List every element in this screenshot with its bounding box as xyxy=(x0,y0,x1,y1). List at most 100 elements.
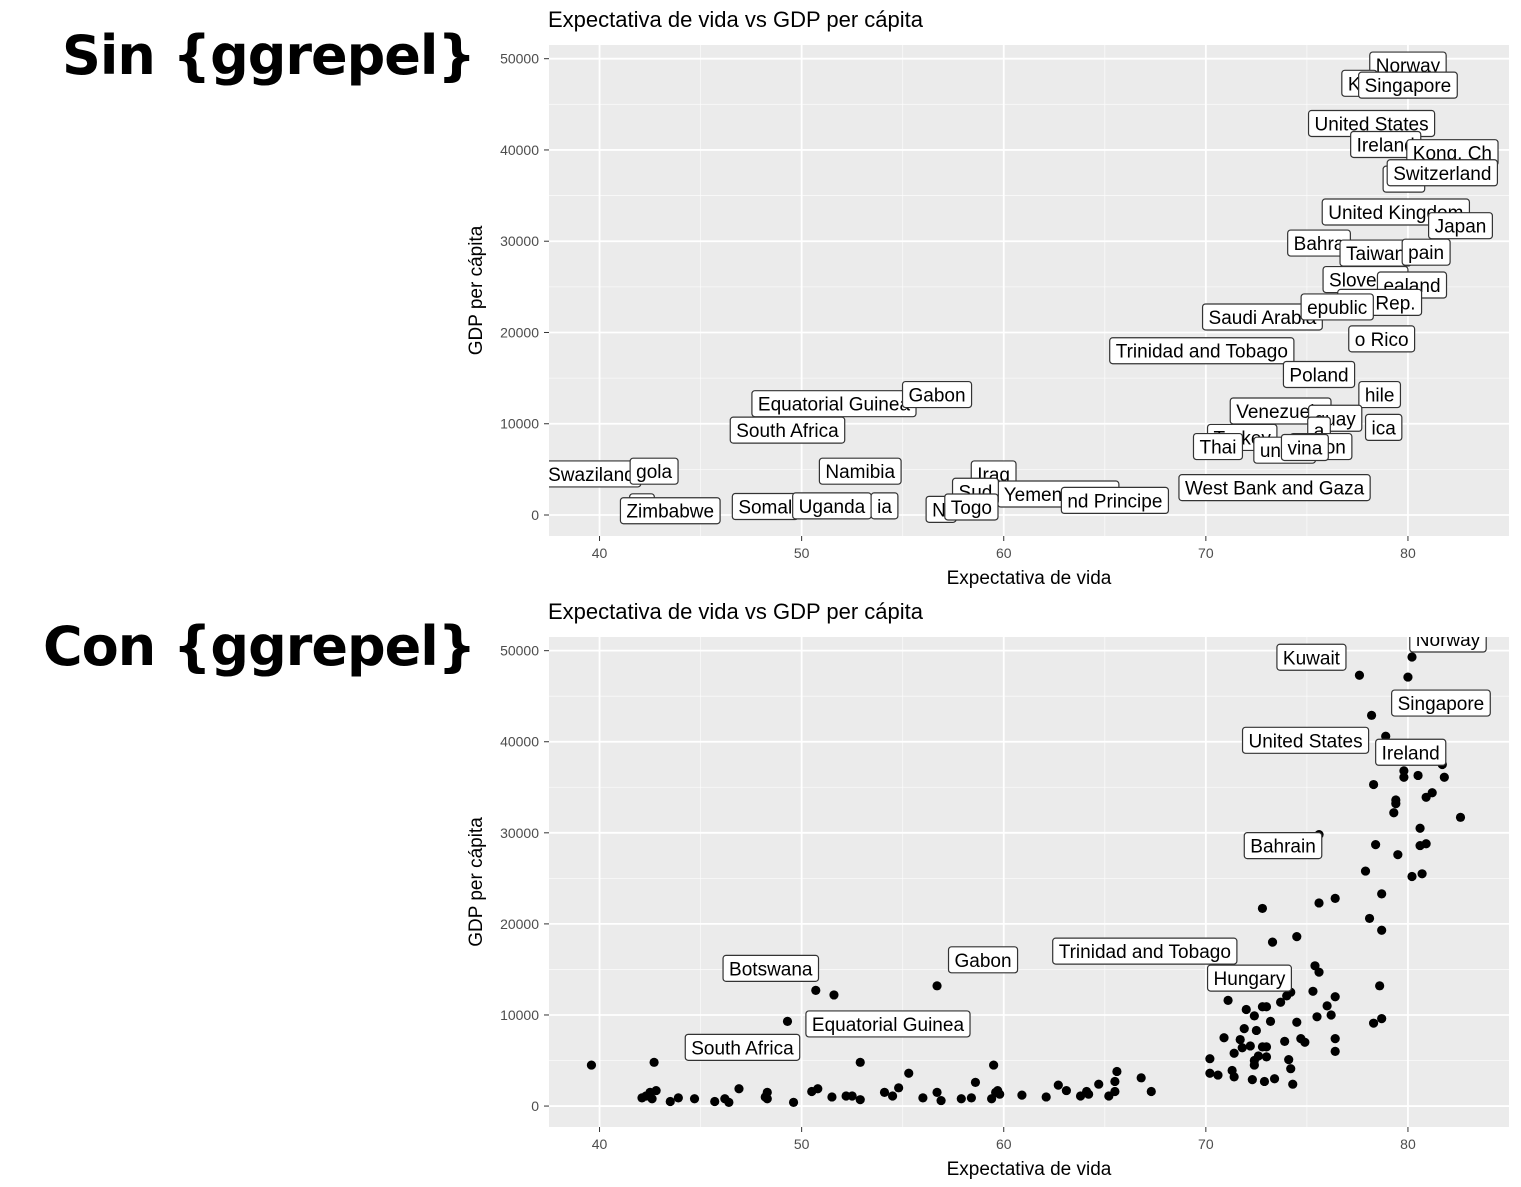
data-point xyxy=(1407,871,1417,882)
plot-marks: NorwayKuSingaporeUnited StatesIrelandKon… xyxy=(548,51,1499,525)
point-label: nd Principe xyxy=(1060,486,1170,515)
data-point xyxy=(1017,1090,1027,1100)
label-box xyxy=(1060,486,1170,515)
label-box xyxy=(684,1033,801,1061)
data-point xyxy=(647,1094,657,1104)
label-box xyxy=(1280,433,1329,462)
point-label: gola xyxy=(629,457,679,485)
point-label: Swaziland xyxy=(548,460,642,488)
point-label: Trinidad and Tobago xyxy=(1109,337,1295,365)
point-label: hile xyxy=(1358,380,1402,409)
label-text: Gabon xyxy=(909,386,966,407)
data-point xyxy=(710,1096,720,1107)
point-label: Bahrain xyxy=(1243,832,1323,860)
data-point xyxy=(762,1094,772,1104)
data-point xyxy=(1314,898,1324,908)
data-point xyxy=(1213,1070,1223,1080)
y-tick-label: 10000 xyxy=(500,1007,539,1023)
label-box xyxy=(870,492,899,520)
data-point xyxy=(1300,1037,1310,1047)
data-point xyxy=(1061,1085,1071,1096)
point-label: Saudi Arabia xyxy=(1201,303,1323,331)
data-point xyxy=(788,1097,799,1108)
data-point xyxy=(1094,1079,1104,1089)
label-box xyxy=(1348,325,1416,353)
label-box xyxy=(1358,71,1458,99)
data-point xyxy=(649,1057,659,1067)
label-text: Trinidad and Tobago xyxy=(1059,942,1231,963)
data-point xyxy=(1247,1075,1257,1085)
data-point xyxy=(1330,1034,1340,1044)
label-text: Singapore xyxy=(1365,76,1452,97)
chart-title: Expectativa de vida vs GDP per cápita xyxy=(548,7,924,32)
label-text: South Africa xyxy=(736,421,839,442)
data-point xyxy=(1403,672,1413,682)
data-point xyxy=(989,1060,999,1070)
point-label: Gabon xyxy=(901,380,973,409)
data-point xyxy=(1427,788,1437,798)
point-label: Singapore xyxy=(1358,71,1458,99)
data-point xyxy=(936,1095,946,1106)
data-point xyxy=(665,1096,675,1107)
label-text: Switzerland xyxy=(1393,164,1491,185)
data-point xyxy=(1399,772,1409,782)
label-text: Togo xyxy=(951,498,992,519)
data-point xyxy=(1354,670,1365,680)
point-label: Singapore xyxy=(1391,689,1491,717)
data-point xyxy=(1368,779,1379,790)
x-tick-label: 50 xyxy=(794,545,810,561)
label-box xyxy=(1401,238,1451,266)
data-point xyxy=(1360,866,1371,876)
label-text: Swaziland xyxy=(548,465,635,486)
label-text: a xyxy=(1314,421,1325,442)
data-point xyxy=(1364,913,1375,924)
label-box xyxy=(722,954,820,982)
data-point xyxy=(1257,903,1268,914)
point-label: Thai xyxy=(1192,432,1244,461)
label-text: Uganda xyxy=(799,497,866,518)
label-text: Poland xyxy=(1289,365,1348,386)
label-text: hile xyxy=(1365,386,1395,407)
point-label: Hungary xyxy=(1206,964,1292,992)
data-point xyxy=(1439,772,1449,782)
data-point xyxy=(1330,893,1340,903)
label-text: ia xyxy=(877,497,892,518)
point-label: Zimbabwe xyxy=(619,497,721,525)
point-label: Switzerland xyxy=(1386,159,1499,187)
label-box xyxy=(818,457,902,485)
data-point xyxy=(1245,1041,1255,1051)
data-point xyxy=(1265,1016,1276,1026)
y-tick-label: 30000 xyxy=(500,233,539,249)
point-label: pain xyxy=(1401,238,1451,266)
data-point xyxy=(1391,795,1401,805)
label-text: Somal xyxy=(738,498,792,519)
data-point xyxy=(932,981,942,991)
label-text: Zimbabwe xyxy=(626,502,714,523)
chart-title: Expectativa de vida vs GDP per cápita xyxy=(548,599,924,624)
point-label: Namibia xyxy=(818,457,902,485)
point-label: Kuwait xyxy=(1276,643,1347,671)
label-text: Equatorial Guinea xyxy=(758,395,911,416)
data-point xyxy=(1267,937,1278,947)
label-text: Bahra xyxy=(1294,234,1345,255)
label-box xyxy=(944,493,999,521)
data-point xyxy=(1330,1046,1340,1057)
data-point xyxy=(1110,1076,1120,1087)
data-point xyxy=(1407,652,1417,662)
data-point xyxy=(1322,1001,1332,1011)
label-text: Norway xyxy=(1416,630,1481,651)
label-text: United States xyxy=(1315,114,1429,135)
label-box xyxy=(1282,360,1356,389)
data-point xyxy=(1312,1012,1322,1022)
data-point xyxy=(1229,1048,1239,1058)
point-label: South Africa xyxy=(729,416,846,444)
y-tick-label: 10000 xyxy=(500,416,539,432)
y-tick-label: 30000 xyxy=(500,825,539,841)
label-box xyxy=(619,497,721,525)
label-box xyxy=(1178,474,1371,502)
data-point xyxy=(1219,1033,1229,1043)
x-tick-label: 80 xyxy=(1400,1136,1416,1152)
point-label: Togo xyxy=(944,493,999,521)
label-text: nd Principe xyxy=(1067,491,1162,512)
